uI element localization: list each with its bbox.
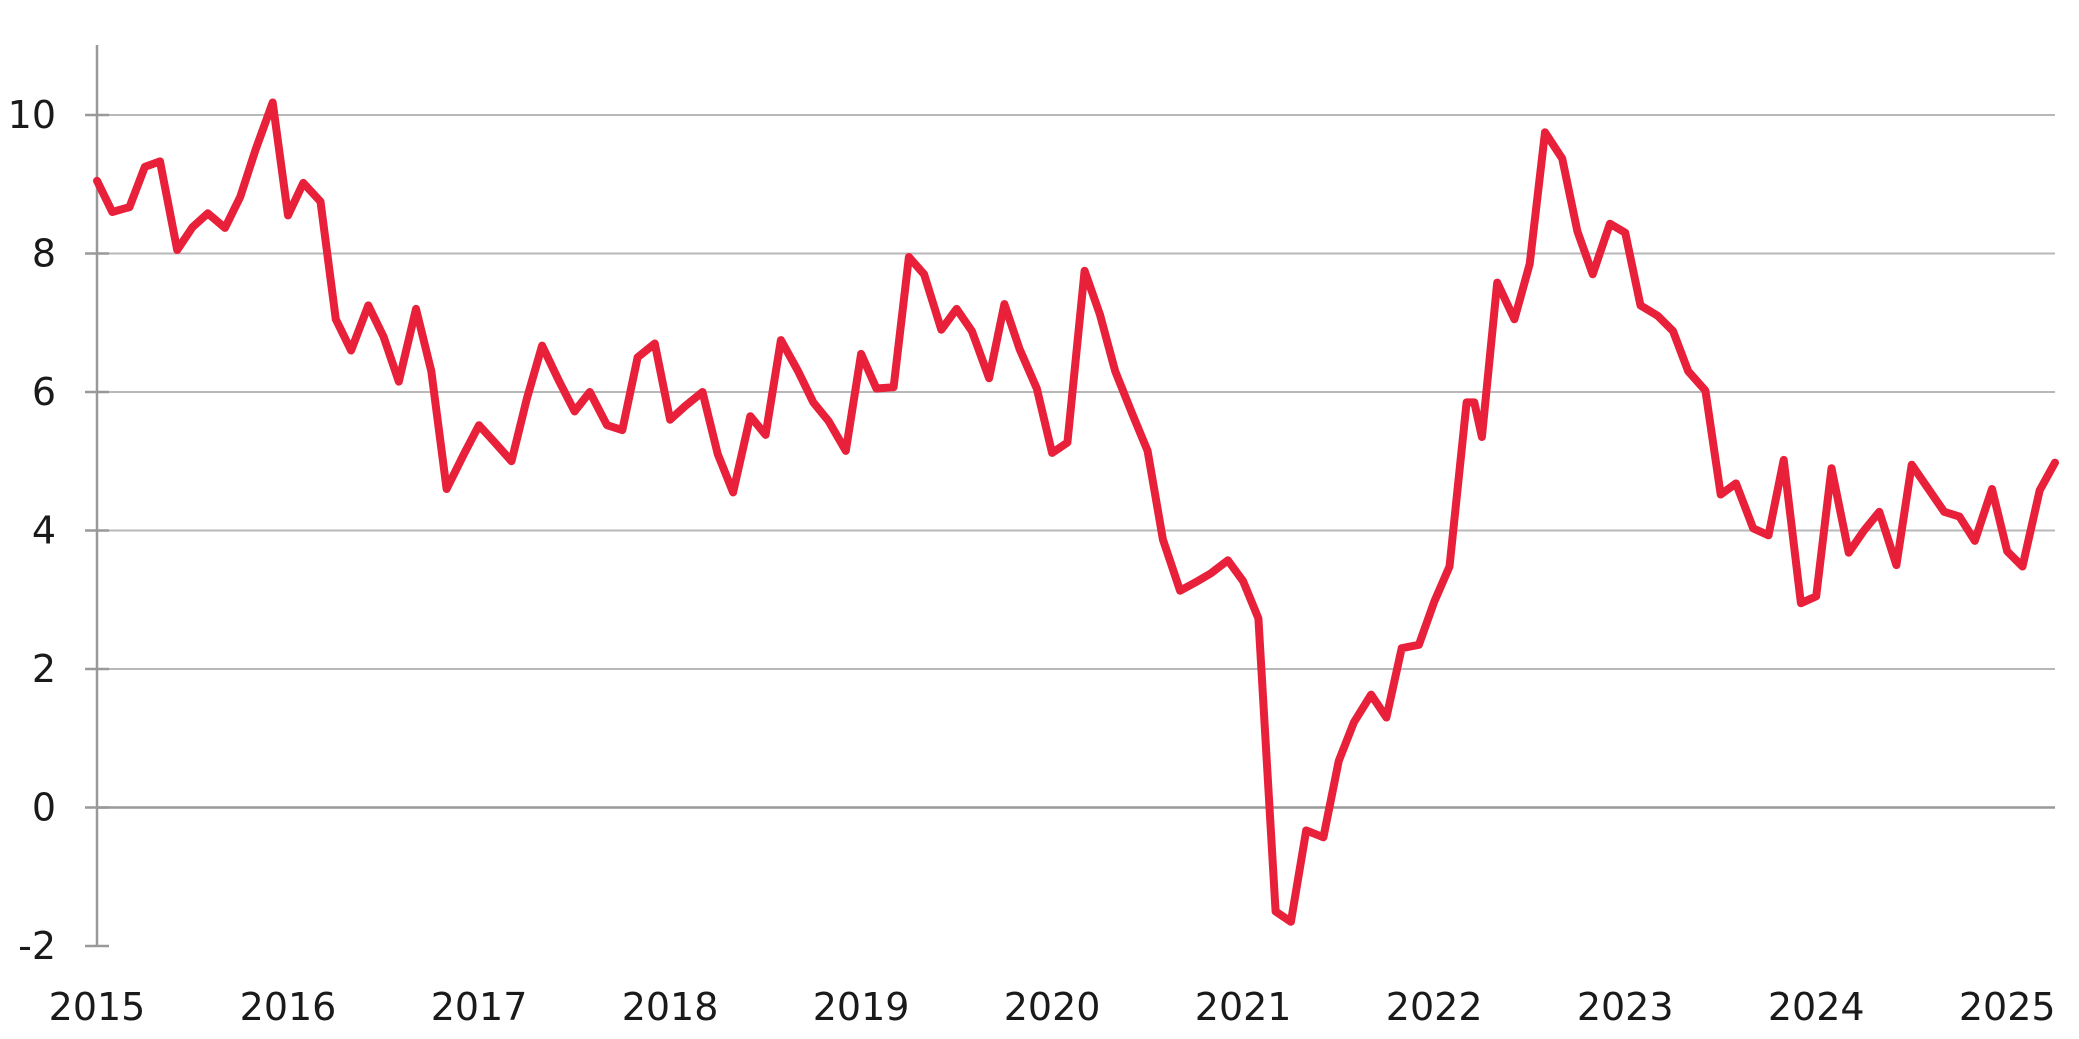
x-tick-label: 2015 xyxy=(49,985,146,1029)
series-line xyxy=(93,98,2059,926)
series-layer xyxy=(93,98,2059,926)
y-tick-label: 6 xyxy=(32,370,56,414)
x-tick-label: 2018 xyxy=(622,985,719,1029)
y-tick-label: 8 xyxy=(32,232,56,276)
x-tick-label: 2023 xyxy=(1577,985,1674,1029)
tick-labels: -2 0 2 4 6 8 10 2015 2016 2017 2018 2019 2020 2021 202… xyxy=(8,93,2056,1029)
axes xyxy=(85,45,109,948)
x-tick-label: 2019 xyxy=(813,985,910,1029)
y-tick-label: 4 xyxy=(32,509,56,553)
x-tick-label: 2020 xyxy=(1004,985,1101,1029)
x-tick-label: 2025 xyxy=(1959,985,2056,1029)
y-tick-label: 10 xyxy=(8,93,56,137)
y-tick-label: 0 xyxy=(32,786,56,830)
y-tick-label: -2 xyxy=(18,924,56,968)
y-tick-label: 2 xyxy=(32,647,56,691)
x-tick-label: 2022 xyxy=(1386,985,1483,1029)
x-tick-label: 2021 xyxy=(1195,985,1292,1029)
grid-lines xyxy=(97,114,2055,809)
x-tick-label: 2024 xyxy=(1768,985,1865,1029)
x-tick-label: 2017 xyxy=(431,985,528,1029)
x-tick-label: 2016 xyxy=(240,985,337,1029)
